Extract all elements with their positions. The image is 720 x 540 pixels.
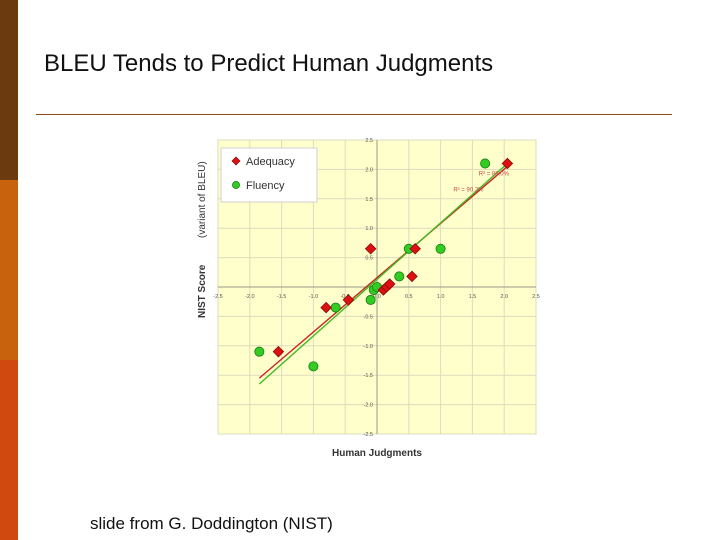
adequacy-point <box>342 294 355 306</box>
fluency-point <box>480 158 491 169</box>
adequacy-point <box>406 270 418 283</box>
side-accent-bar-bottom <box>0 360 18 540</box>
y-tick-label: -1.5 <box>364 373 373 379</box>
x-tick-label: -2.5 <box>213 294 222 300</box>
adequacy-fit-line <box>258 165 508 379</box>
slide-title: BLEU Tends to Predict Human Judgments <box>44 50 494 77</box>
fit-lines <box>258 162 508 385</box>
title-underline <box>36 114 672 115</box>
y-tick-label: -2.0 <box>364 403 373 409</box>
y-tick-label: 2.0 <box>365 167 373 173</box>
y-tick-label: 2.5 <box>365 138 373 144</box>
x-tick-label: -2.0 <box>245 294 254 300</box>
slide-footer-credit: slide from G. Doddington (NIST) <box>90 514 333 533</box>
y-tick-label: 1.5 <box>365 197 373 203</box>
y-tick-label: -1.0 <box>364 344 373 350</box>
x-tick-label: 2.5 <box>532 294 540 300</box>
legend-adequacy-label: Adequacy <box>246 156 295 168</box>
adequacy-point <box>272 345 285 358</box>
fluency-point <box>330 302 341 313</box>
x-tick-label: -1.5 <box>277 294 286 300</box>
x-tick-label: -1.0 <box>309 294 318 300</box>
legend-adequacy-marker <box>231 156 241 166</box>
legend-box <box>220 147 318 203</box>
fluency-point <box>254 346 265 357</box>
y-tick-label: -2.5 <box>364 432 373 438</box>
y-axis-label-note: (variant of BLEU) <box>197 161 208 238</box>
fluency-point <box>394 271 405 282</box>
x-tick-label: -0.5 <box>340 294 349 300</box>
x-tick-label: 0.0 <box>373 294 381 300</box>
adequacy-point <box>364 243 377 255</box>
x-tick-label: 1.0 <box>437 294 445 300</box>
side-accent-bar-middle <box>0 180 18 360</box>
r2-labels: R² = 88.0% R² = 90.2% <box>453 171 509 193</box>
adequacy-point <box>320 301 332 314</box>
legend-fluency-marker <box>232 181 240 189</box>
tick-labels: -2.5 -2.0 -1.5 -1.0 -0.5 0.0 0.5 1.0 1.5 2.0 2.5 2.… <box>213 138 540 438</box>
adequacy-r2-label: R² = 88.0% <box>479 171 510 177</box>
x-tick-label: 1.5 <box>469 294 477 300</box>
y-axis-label: NIST Score <box>197 264 208 318</box>
y-tick-label: 0.5 <box>365 256 373 262</box>
adequacy-point <box>409 243 421 255</box>
data-points <box>254 157 514 372</box>
y-tick-label: -0.5 <box>364 314 373 320</box>
y-tick-label: 1.0 <box>365 226 373 232</box>
fluency-r2-label: R² = 90.2% <box>453 188 484 194</box>
x-tick-label: 2.0 <box>500 294 508 300</box>
legend: Adequacy Fluency <box>220 147 318 203</box>
x-axis-label: Human Judgments <box>332 448 422 459</box>
adequacy-point <box>383 278 396 290</box>
side-accent-bar-top <box>0 0 18 180</box>
fluency-fit-line <box>258 162 508 385</box>
legend-fluency-label: Fluency <box>246 180 285 192</box>
fluency-point <box>435 243 446 254</box>
adequacy-point <box>501 157 514 170</box>
fluency-point <box>308 361 319 372</box>
x-tick-label: 0.5 <box>405 294 413 300</box>
fluency-point <box>365 294 376 305</box>
